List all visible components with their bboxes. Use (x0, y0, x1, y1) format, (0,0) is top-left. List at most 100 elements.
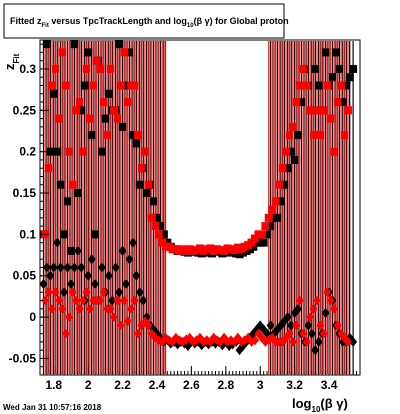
data-point-square (51, 64, 60, 73)
y-tick-label: 0.3 (19, 62, 36, 76)
data-point-diamond (109, 312, 118, 323)
data-point-diamond (319, 328, 328, 339)
data-point-square (333, 98, 342, 107)
data-point-diamond (42, 262, 51, 273)
data-point-diamond (330, 303, 339, 314)
data-point-square (309, 131, 318, 140)
data-point-square (135, 180, 144, 189)
title-part-b: versus TpcTrackLength and log (49, 16, 187, 26)
x-tick-label: 3.2 (286, 378, 303, 392)
data-point-square (48, 81, 57, 90)
data-point-square (120, 48, 129, 57)
data-point-square (132, 139, 141, 148)
data-point-square (115, 40, 124, 49)
data-point-diamond (128, 237, 137, 248)
data-point-diamond (108, 295, 117, 306)
data-point-diamond (58, 303, 67, 314)
data-point-square (314, 81, 323, 90)
y-axis: -0.05 0 0.05 0.1 0.15 0.2 0.25 0.3 (9, 43, 49, 376)
data-point-square (152, 213, 161, 222)
data-point-square (288, 122, 297, 131)
markers (39, 40, 358, 356)
data-point-diamond (61, 328, 70, 339)
data-point-square (61, 81, 70, 90)
x-tick-label: 2.6 (183, 378, 200, 392)
data-point-square (54, 114, 63, 123)
data-point-diamond (118, 245, 127, 256)
x-tick-label: 2.8 (217, 378, 234, 392)
data-point-square (247, 238, 256, 247)
data-point-square (275, 180, 284, 189)
y-axis-label-sub: Fit (12, 53, 21, 63)
data-point-square (249, 242, 258, 251)
data-point-square (338, 98, 347, 107)
data-point-square (343, 106, 352, 115)
data-point-square (70, 40, 79, 49)
data-point-square (311, 64, 320, 73)
x-tick-label: 2.2 (114, 378, 131, 392)
data-point-diamond (323, 287, 332, 298)
data-point-square (257, 230, 266, 239)
data-point-square (276, 197, 285, 206)
data-point-square (273, 213, 282, 222)
data-point-diamond (53, 237, 62, 248)
data-point-square (323, 81, 332, 90)
data-point-diamond (72, 295, 81, 306)
data-point-square (84, 48, 93, 57)
svg-text:zFit: zFit (2, 53, 21, 70)
data-point-square (283, 164, 292, 173)
data-point-square (82, 64, 91, 73)
data-point-square (85, 114, 94, 123)
x-axis-label: log10(β γ) (292, 396, 348, 414)
data-point-diamond (266, 320, 275, 331)
data-point-square (251, 234, 260, 243)
chart-title: Fitted zFit versus TpcTrackLength and lo… (10, 16, 289, 29)
data-point-square (264, 213, 273, 222)
data-point-diamond (127, 303, 136, 314)
data-point-diamond (73, 245, 82, 256)
data-point-diamond (311, 345, 320, 356)
data-point-square (271, 197, 280, 206)
data-point-square (63, 197, 72, 206)
data-point-square (53, 147, 62, 156)
data-point-square (58, 48, 67, 57)
x-axis-label-main: log (292, 396, 312, 411)
data-point-diamond (130, 295, 139, 306)
x-axis-label-sub: 10 (312, 405, 321, 414)
title-part-a-sub: Fit (42, 23, 49, 29)
data-point-diamond (343, 336, 352, 347)
data-point-diamond (304, 320, 313, 331)
data-point-diamond (132, 270, 141, 281)
data-point-diamond (97, 262, 106, 273)
data-point-diamond (41, 295, 50, 306)
data-point-square (340, 131, 349, 140)
data-point-square (56, 180, 65, 189)
data-point-square (66, 246, 75, 255)
x-tick-label: 3.4 (321, 378, 338, 392)
data-point-diamond (68, 287, 77, 298)
data-point-square (123, 98, 132, 107)
data-point-diamond (349, 336, 358, 347)
data-point-square (294, 131, 303, 140)
data-point-square (345, 73, 354, 82)
y-axis-label: zFit (2, 53, 21, 70)
data-point-diamond (111, 262, 120, 273)
data-point-square (122, 81, 131, 90)
data-point-diamond (84, 270, 93, 281)
data-point-diamond (316, 320, 325, 331)
data-point-square (331, 48, 340, 57)
data-point-square (96, 64, 105, 73)
y-tick-label: 0.15 (13, 186, 37, 200)
data-point-diamond (288, 336, 297, 347)
data-point-square (65, 147, 74, 156)
data-point-square (118, 122, 127, 131)
data-point-square (134, 131, 143, 140)
y-tick-label: 0.1 (19, 227, 36, 241)
data-point-square (287, 147, 296, 156)
data-point-diamond (56, 262, 65, 273)
x-tick-label: 1.8 (45, 378, 62, 392)
data-point-square (44, 164, 53, 173)
data-point-square (109, 106, 118, 115)
data-point-diamond (292, 320, 301, 331)
data-point-square (282, 147, 291, 156)
